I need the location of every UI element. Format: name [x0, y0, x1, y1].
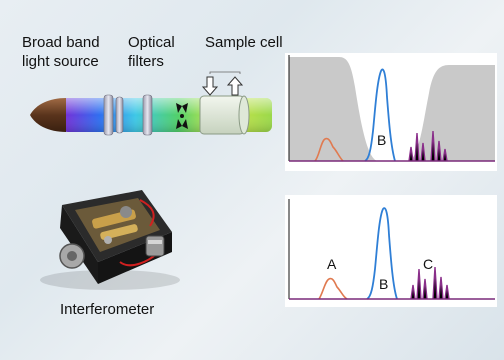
- top-peak-b-line: [364, 68, 396, 162]
- filter-transmission-shade-left: [289, 57, 377, 161]
- light-source-lamp: [30, 98, 66, 132]
- sample-inlet-arrow-icon: [201, 76, 219, 96]
- bottom-peak-b-annotation: B: [379, 276, 388, 292]
- broadband-light-source-label: Broad band light source: [22, 34, 100, 70]
- top-peak-a-line: [314, 137, 344, 162]
- light-beam: [62, 98, 272, 132]
- full-spectrum-panel: A B C: [285, 195, 497, 307]
- filter-transmission-shade-right: [409, 65, 495, 161]
- sample-cell: [199, 95, 250, 135]
- full-spectrum-plot: A B C: [288, 199, 495, 300]
- optical-filters-label: Optical filters: [128, 34, 175, 70]
- optical-filter-rings: [103, 94, 153, 136]
- interferometer-device: [40, 190, 180, 290]
- top-peak-c-lines: [408, 130, 448, 162]
- chopper-icon: [176, 103, 188, 129]
- interferometer-label: Interferometer: [60, 301, 155, 318]
- sample-outlet-arrow-icon: [226, 76, 244, 96]
- bottom-peak-c-annotation: C: [423, 256, 433, 272]
- sample-cell-label: Sample cell: [205, 34, 283, 51]
- bottom-peak-c-lines: [410, 266, 450, 300]
- top-peak-b-annotation: B: [377, 132, 386, 148]
- filtered-spectrum-panel: B: [285, 53, 497, 171]
- bottom-peak-a-line: [318, 277, 348, 300]
- bottom-peak-a-annotation: A: [327, 256, 337, 272]
- sample-cell-bracket: [209, 71, 241, 74]
- filtered-spectrum-plot: B: [288, 55, 495, 162]
- bottom-peak-b-line: [366, 207, 398, 300]
